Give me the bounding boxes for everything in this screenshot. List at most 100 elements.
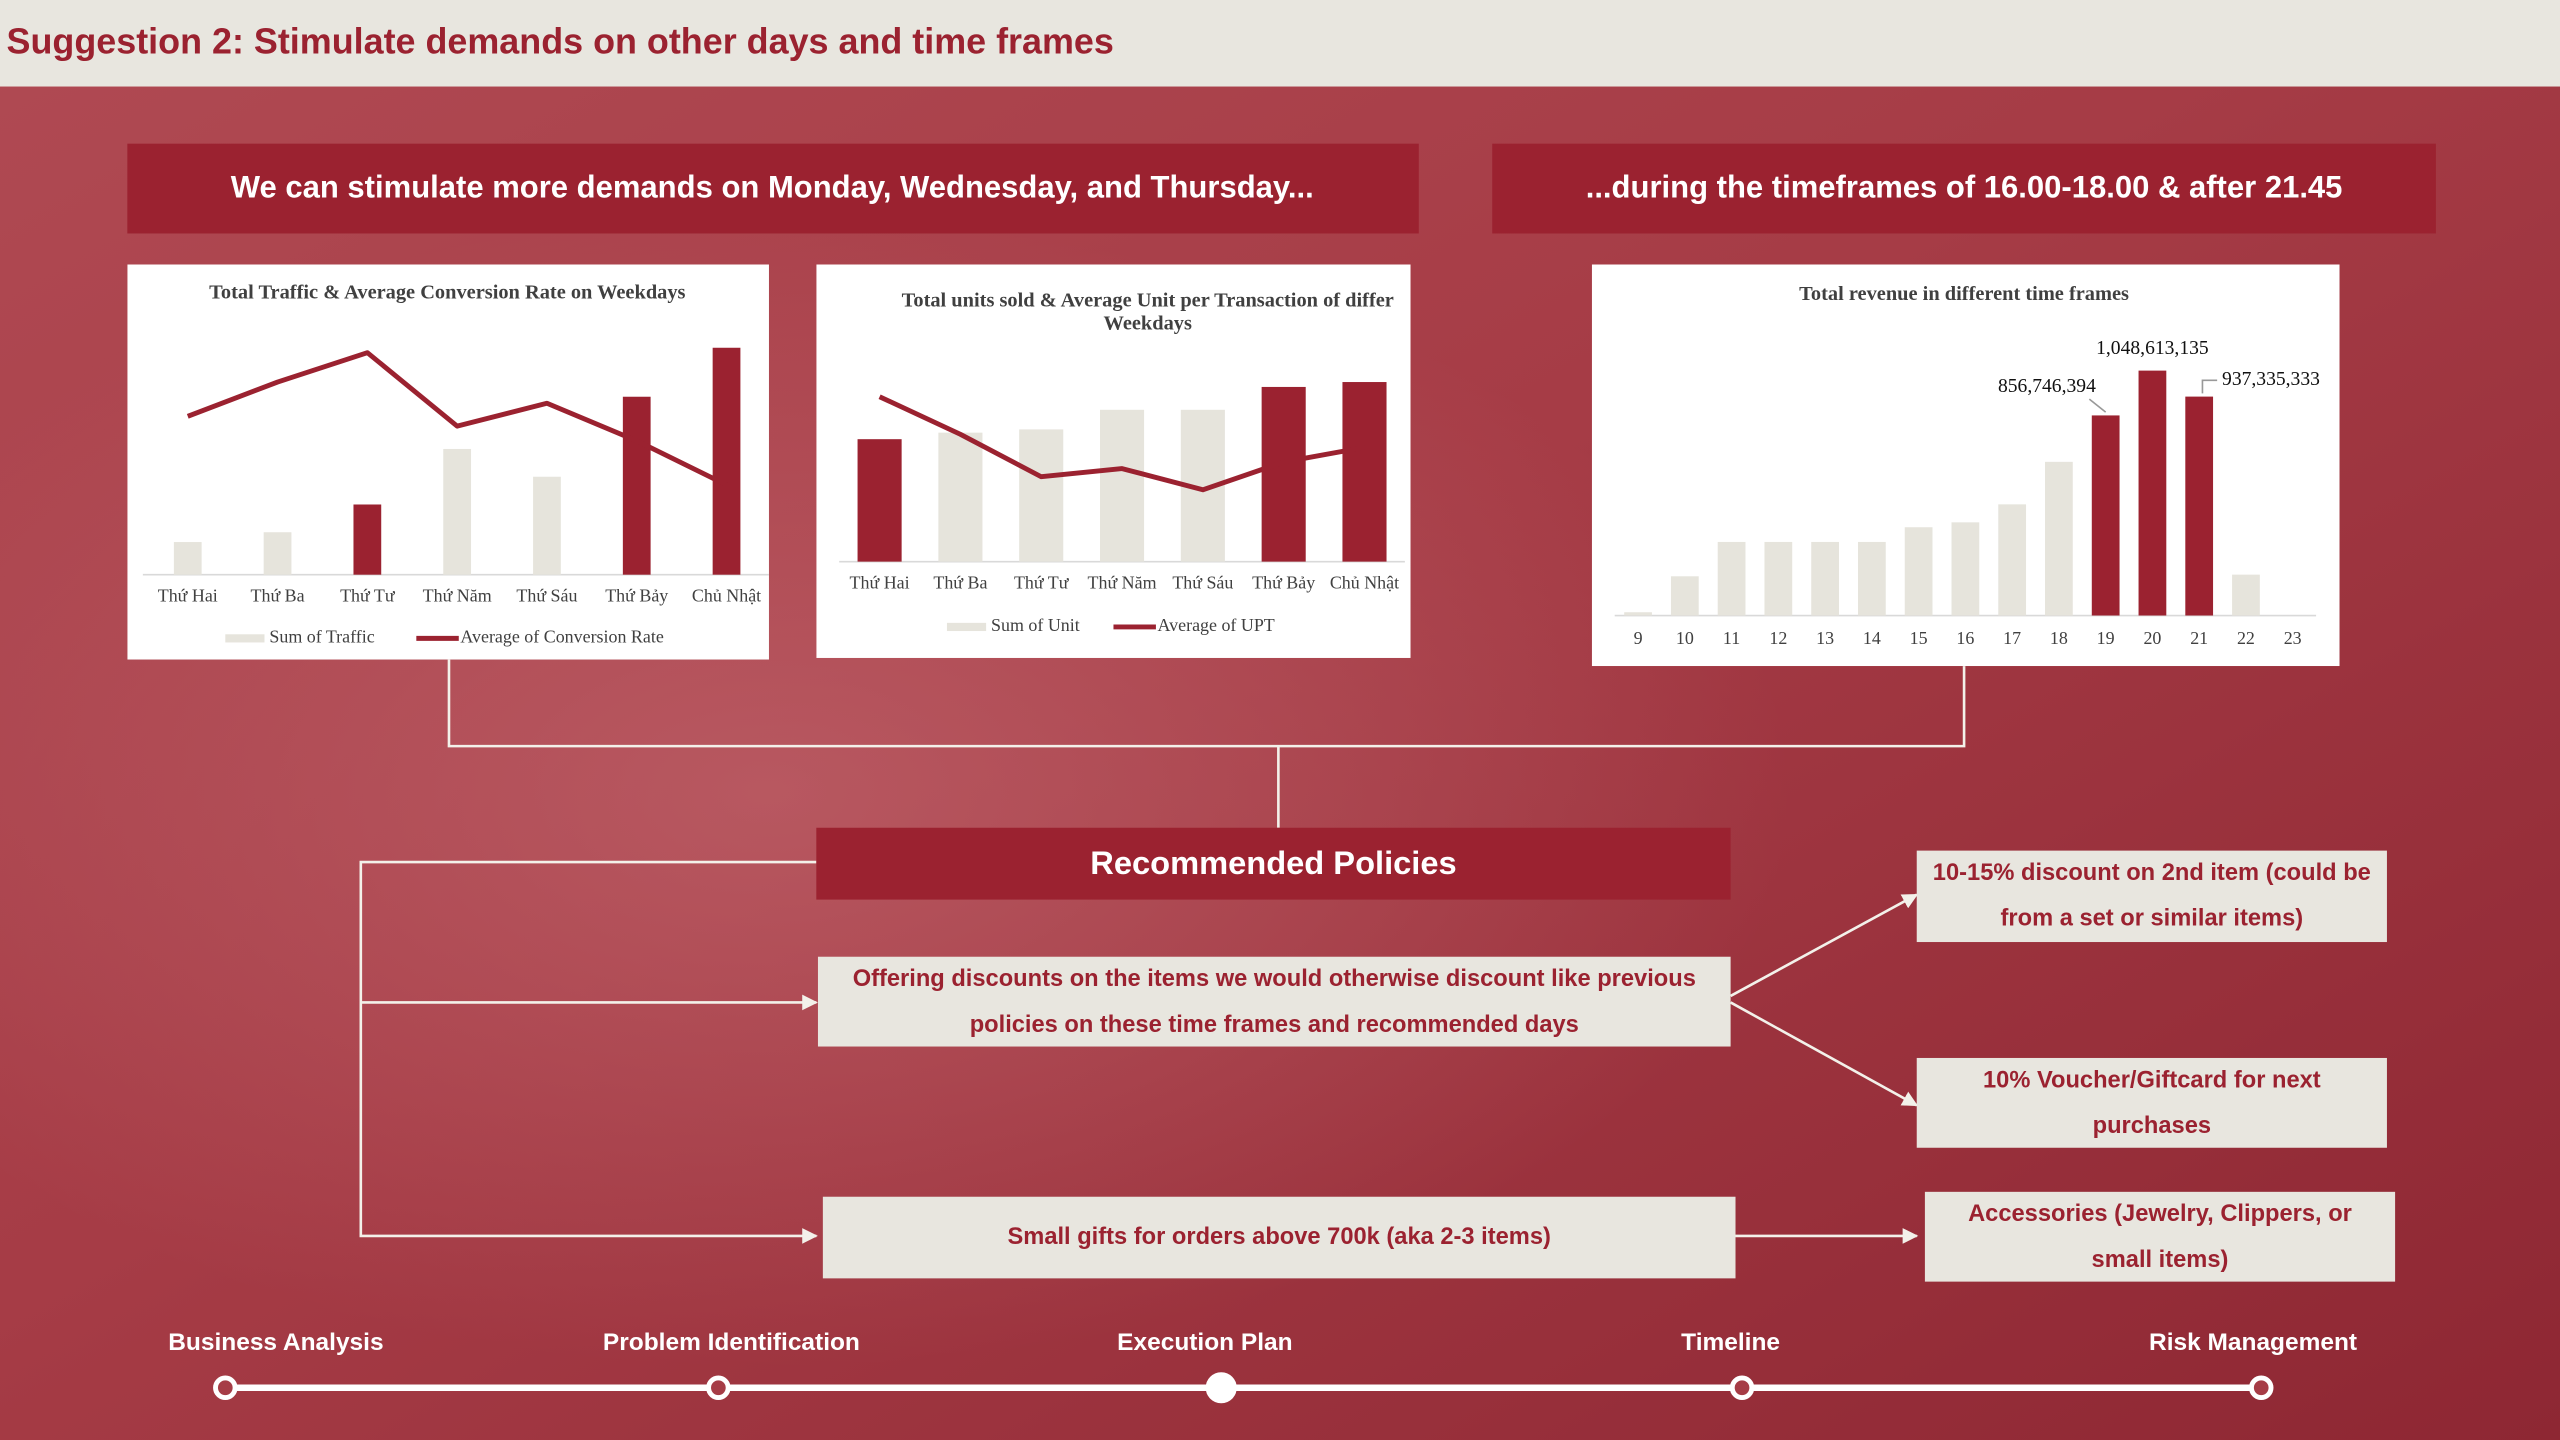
value-label: 937,335,333 (2222, 369, 2320, 390)
timeline-label[interactable]: Business Analysis (168, 1329, 383, 1356)
x-tick-label: 9 (1634, 628, 1643, 648)
policy-box (822, 1196, 1736, 1279)
bar (1670, 576, 1699, 616)
x-tick-label: Thứ Tư (340, 586, 396, 606)
bar (533, 476, 561, 575)
bar (263, 532, 292, 575)
x-tick-label: 17 (2003, 628, 2021, 648)
line (878, 394, 1365, 493)
bar (1998, 504, 2027, 616)
legend-swatch (946, 622, 987, 632)
chart: Total units sold & Average Unit per Tran… (816, 264, 1411, 658)
bar (353, 504, 382, 575)
detail-text-holder: 10-15% discount on 2nd item (could be fr… (1932, 860, 2371, 933)
timeline-label[interactable]: Problem Identification (603, 1329, 860, 1356)
x-tick-label: Thứ Ba (933, 573, 987, 593)
bar (1904, 527, 1933, 616)
x-tick-label: 20 (2143, 628, 2161, 648)
policies-title: Recommended Policies (1090, 844, 1456, 881)
bar (1951, 522, 1980, 616)
legend-label: Average of Conversion Rate (460, 626, 663, 646)
page-title: Suggestion 2: Stimulate demands on other… (7, 21, 1114, 62)
bar (712, 347, 741, 575)
x-tick-label: Chủ Nhật (692, 586, 761, 606)
connector (1729, 893, 1919, 998)
policy-text-holder: Small gifts for orders above 700k (aka 2… (1007, 1224, 1551, 1251)
legend-label: Sum of Traffic (269, 626, 374, 646)
timeline-label[interactable]: Execution Plan (1117, 1329, 1292, 1356)
x-tick-label: Thứ Tư (1014, 573, 1070, 593)
x-tick-label: 23 (2284, 628, 2302, 648)
timeline-dot[interactable] (2248, 1375, 2274, 1400)
timeline-dot[interactable] (1205, 1372, 1237, 1404)
chart-title: Total Traffic & Average Conversion Rate … (209, 282, 685, 304)
detail-text: 10% Voucher/Giftcard for next purchases (1983, 1066, 2321, 1139)
x-tick-label: 16 (1956, 628, 1974, 648)
bar (173, 542, 202, 575)
policy-box (817, 956, 1731, 1047)
chart-title: Weekdays (1104, 313, 1192, 335)
bar (2232, 574, 2260, 616)
x-tick-label: 14 (1863, 628, 1881, 648)
bar (938, 432, 983, 562)
bar (1811, 541, 1839, 616)
x-tick-label: Thứ Năm (423, 586, 492, 606)
detail-text: Accessories (Jewelry, Clippers, or small… (1968, 1200, 2352, 1273)
x-tick-label: Thứ Bảy (605, 586, 668, 606)
policy-text-holder: Offering discounts on the items we would… (852, 965, 1696, 1038)
x-tick-label: Thứ Bảy (1252, 573, 1315, 593)
connector (359, 860, 818, 1244)
timeline-label[interactable]: Risk Management (2149, 1329, 2357, 1356)
timeline-label[interactable]: Timeline (1681, 1329, 1780, 1356)
legend-swatch (225, 634, 265, 643)
policy-text: Small gifts for orders above 700k (aka 2… (1007, 1224, 1551, 1251)
x-tick-label: Thứ Sáu (1172, 573, 1233, 593)
x-tick-label: 11 (1723, 628, 1740, 648)
timeline-dot[interactable] (706, 1375, 731, 1400)
x-tick-label: Thứ Sáu (516, 586, 577, 606)
policy-text: Offering discounts on the items we would… (852, 965, 1696, 1038)
chart: Total Traffic & Average Conversion Rate … (127, 264, 769, 660)
legend-label: Sum of Unit (991, 615, 1080, 635)
detail-text-holder: Accessories (Jewelry, Clippers, or small… (1968, 1200, 2352, 1273)
x-tick-label: 18 (2050, 628, 2068, 648)
x-tick-label: Thứ Năm (1088, 573, 1157, 593)
bar (1624, 612, 1652, 616)
connector (1729, 1001, 1919, 1107)
chart-title: Total units sold & Average Unit per Tran… (902, 290, 1394, 312)
connector (447, 659, 1966, 748)
banner-text: ...during the timeframes of 16.00-18.00 … (1586, 170, 2343, 205)
policies-header (816, 827, 1731, 900)
timeline-dot[interactable] (213, 1375, 238, 1400)
x-tick-label: 22 (2237, 628, 2255, 648)
legend-label: Average of UPT (1158, 615, 1275, 635)
x-tick-label: 21 (2190, 628, 2208, 648)
bar (1261, 386, 1306, 562)
bar (2045, 461, 2073, 616)
x-tick-label: 12 (1769, 628, 1787, 648)
bar (443, 448, 472, 575)
detail-text-holder: 10% Voucher/Giftcard for next purchases (1983, 1066, 2321, 1139)
leader-line (2201, 379, 2218, 394)
header-bar (0, 0, 2560, 87)
banner-text: We can stimulate more demands on Monday,… (231, 170, 1314, 205)
line (186, 350, 728, 488)
x-tick-label: Chủ Nhật (1330, 573, 1399, 593)
detail-text: 10-15% discount on 2nd item (could be fr… (1932, 860, 2371, 933)
value-label: 1,048,613,135 (2096, 338, 2209, 359)
x-tick-label: Thứ Ba (251, 586, 305, 606)
chart-title: Total revenue in different time frames (1799, 283, 2129, 305)
x-tick-label: 19 (2097, 628, 2115, 648)
charts: Total Traffic & Average Conversion Rate … (127, 264, 2340, 667)
detail-box (1916, 850, 2387, 943)
bar (857, 439, 902, 562)
bar (1857, 541, 1886, 616)
bar (2091, 415, 2120, 616)
bar (622, 396, 651, 575)
timeline-dot[interactable] (1729, 1375, 1755, 1400)
connectors (359, 659, 1966, 1244)
bar (1019, 429, 1064, 562)
value-label: 856,746,394 (1998, 376, 2096, 397)
